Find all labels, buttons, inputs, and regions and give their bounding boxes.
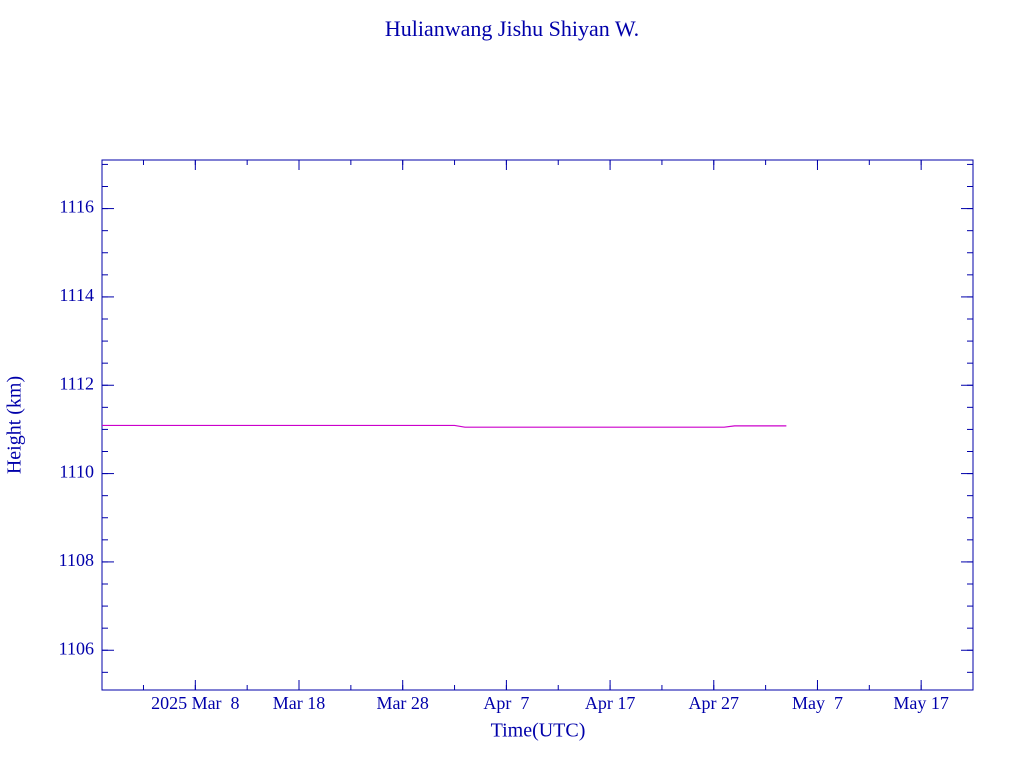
x-tick-label: Apr 27 — [689, 693, 740, 713]
x-tick-label: Apr 17 — [585, 693, 636, 713]
x-tick-label: Apr 7 — [483, 693, 529, 713]
x-tick-label: May 17 — [893, 693, 949, 713]
x-tick-label: May 7 — [792, 693, 843, 713]
chart-title: Hulianwang Jishu Shiyan W. — [385, 16, 639, 41]
y-tick-label: 1112 — [59, 373, 94, 393]
x-axis-label: Time(UTC) — [491, 720, 586, 742]
y-tick-label: 1114 — [59, 285, 94, 305]
x-tick-label: Mar 28 — [376, 693, 429, 713]
y-tick-label: 1108 — [59, 550, 94, 570]
y-tick-label: 1110 — [59, 462, 94, 482]
y-tick-label: 1106 — [59, 638, 94, 658]
x-tick-label: 2025 Mar 8 — [151, 693, 240, 713]
y-axis-label: Height (km) — [4, 376, 26, 474]
data-line — [102, 424, 787, 428]
y-tick-label: 1116 — [59, 197, 94, 217]
x-tick-label: Mar 18 — [273, 693, 326, 713]
